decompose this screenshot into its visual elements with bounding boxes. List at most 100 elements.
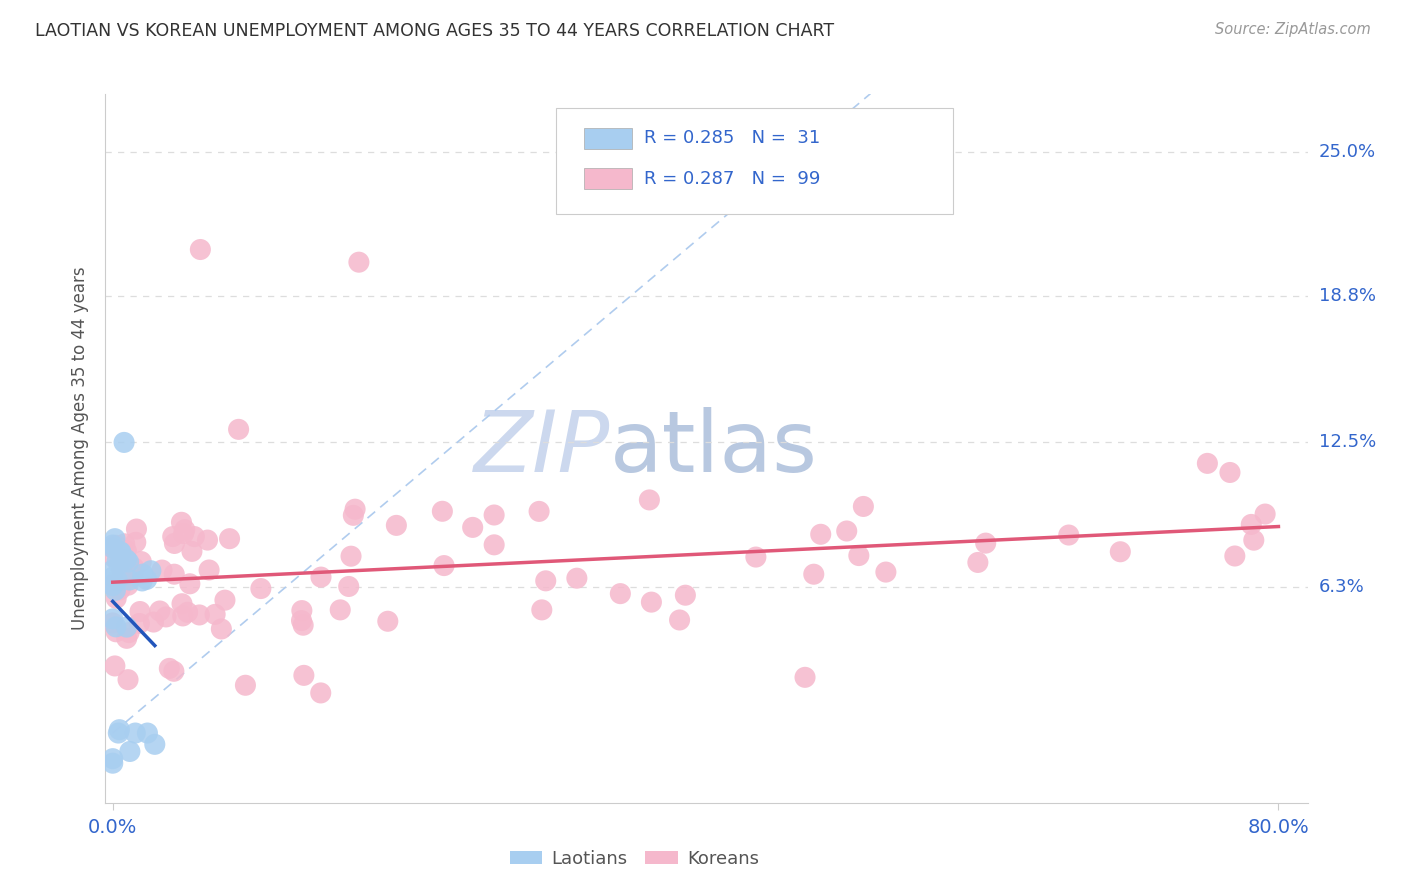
Point <box>107 726 129 740</box>
Point <box>105 591 128 606</box>
FancyBboxPatch shape <box>583 128 631 149</box>
Point <box>188 607 211 622</box>
Point <box>114 537 136 551</box>
Point <box>1197 456 1219 470</box>
Point <box>132 567 155 582</box>
Point <box>105 624 128 639</box>
Text: atlas: atlas <box>610 407 818 490</box>
Point <box>344 502 367 516</box>
Point <box>291 604 314 618</box>
Text: LAOTIAN VS KOREAN UNEMPLOYMENT AMONG AGES 35 TO 44 YEARS CORRELATION CHART: LAOTIAN VS KOREAN UNEMPLOYMENT AMONG AGE… <box>35 22 834 40</box>
Point <box>101 563 124 577</box>
Point <box>111 548 134 562</box>
Point <box>638 492 661 507</box>
Point <box>107 574 129 588</box>
Point <box>1243 533 1265 548</box>
Point <box>118 744 141 758</box>
Text: 18.8%: 18.8% <box>1319 287 1375 305</box>
Point <box>101 570 124 584</box>
Point <box>150 563 173 577</box>
Point <box>966 556 988 570</box>
Point <box>173 523 195 537</box>
Point <box>530 603 553 617</box>
Point <box>218 532 240 546</box>
Point <box>198 563 221 577</box>
Point <box>110 545 132 559</box>
Point <box>162 530 184 544</box>
Point <box>101 612 124 626</box>
Point <box>118 625 141 640</box>
Point <box>136 726 159 740</box>
Text: 6.3%: 6.3% <box>1319 578 1364 596</box>
Point <box>135 573 157 587</box>
Point <box>794 670 817 684</box>
Point <box>172 608 194 623</box>
Text: Source: ZipAtlas.com: Source: ZipAtlas.com <box>1215 22 1371 37</box>
Point <box>835 524 858 538</box>
Point <box>745 550 768 565</box>
Point <box>565 571 588 585</box>
Text: ZIP: ZIP <box>474 407 610 490</box>
Y-axis label: Unemployment Among Ages 35 to 44 years: Unemployment Among Ages 35 to 44 years <box>72 267 90 630</box>
Point <box>104 583 127 598</box>
Point <box>115 543 138 558</box>
Point <box>163 665 186 679</box>
Point <box>433 558 456 573</box>
Point <box>347 255 370 269</box>
Point <box>250 582 273 596</box>
Point <box>108 557 131 571</box>
FancyBboxPatch shape <box>583 168 631 189</box>
FancyBboxPatch shape <box>557 108 953 214</box>
Point <box>292 668 315 682</box>
Point <box>129 605 152 619</box>
Point <box>131 574 153 588</box>
Point <box>101 752 124 766</box>
Text: 25.0%: 25.0% <box>1319 143 1376 161</box>
Point <box>377 614 399 628</box>
Point <box>1057 528 1080 542</box>
Point <box>183 530 205 544</box>
Point <box>115 620 138 634</box>
Point <box>235 678 257 692</box>
Point <box>673 588 696 602</box>
Point <box>875 565 897 579</box>
Point <box>1240 517 1263 532</box>
Point <box>117 578 139 592</box>
Point <box>149 604 172 618</box>
Point <box>105 538 128 552</box>
Point <box>143 737 166 751</box>
Point <box>527 504 550 518</box>
Point <box>1219 466 1241 480</box>
Point <box>209 622 232 636</box>
Point <box>163 567 186 582</box>
Point <box>534 574 557 588</box>
Point <box>197 533 219 547</box>
Point <box>176 605 198 619</box>
Point <box>115 632 138 646</box>
Point <box>104 659 127 673</box>
Point <box>1223 549 1246 563</box>
Text: R = 0.285   N =  31: R = 0.285 N = 31 <box>644 129 820 147</box>
Point <box>142 615 165 629</box>
Point <box>101 615 124 630</box>
Point <box>125 535 148 549</box>
Point <box>974 536 997 550</box>
Point <box>111 563 134 577</box>
Point <box>292 618 315 632</box>
Point <box>290 614 312 628</box>
Point <box>118 573 141 587</box>
Point <box>852 500 875 514</box>
Point <box>190 243 212 257</box>
Point <box>482 538 505 552</box>
Point <box>309 686 332 700</box>
Point <box>105 554 128 568</box>
Point <box>139 564 162 578</box>
Text: 12.5%: 12.5% <box>1319 434 1376 451</box>
Point <box>181 544 204 558</box>
Point <box>117 555 139 569</box>
Point <box>337 579 360 593</box>
Point <box>112 435 135 450</box>
Point <box>163 536 186 550</box>
Point <box>179 576 201 591</box>
Point <box>117 673 139 687</box>
